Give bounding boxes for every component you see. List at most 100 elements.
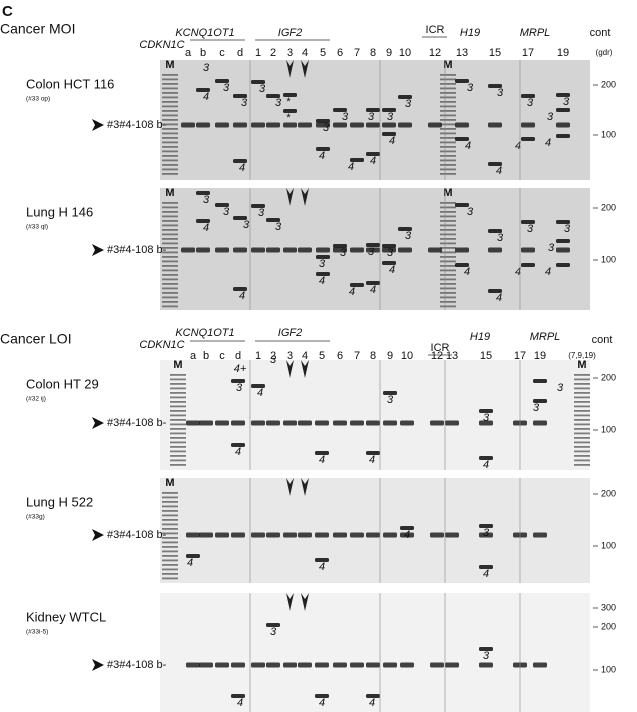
band xyxy=(455,79,469,83)
ladder-band xyxy=(440,168,456,171)
band xyxy=(398,122,412,128)
lane-arrow xyxy=(286,60,294,78)
band xyxy=(233,122,247,128)
lane-label: b xyxy=(203,350,209,362)
band xyxy=(479,662,493,668)
band xyxy=(231,532,245,538)
band xyxy=(445,420,459,426)
ladder-band xyxy=(170,378,186,381)
ladder-band xyxy=(162,105,178,108)
ladder-band xyxy=(440,296,456,299)
sample-code: (#33 op) xyxy=(26,96,50,103)
ladder-band xyxy=(162,577,178,580)
sample-code: (#33 ql) xyxy=(26,224,48,231)
gene-label: CDKN1C xyxy=(139,39,184,51)
band xyxy=(479,532,493,538)
section-title: Cancer LOI xyxy=(0,331,72,347)
band xyxy=(382,244,396,248)
band xyxy=(333,122,347,128)
band xyxy=(488,122,502,128)
ladder-band xyxy=(162,87,178,90)
ladder-band xyxy=(162,119,178,121)
band xyxy=(316,119,330,123)
band xyxy=(233,287,247,291)
band xyxy=(315,451,329,455)
band xyxy=(488,84,502,88)
band xyxy=(215,203,229,207)
ladder-band xyxy=(170,446,186,448)
band xyxy=(455,137,469,141)
gel xyxy=(160,593,590,712)
band-label: 4 xyxy=(389,264,395,276)
ladder-band xyxy=(162,546,178,548)
band xyxy=(488,229,502,233)
ladder-band xyxy=(162,78,178,81)
band xyxy=(350,283,364,287)
ladder-band xyxy=(574,396,590,399)
ladder-band xyxy=(162,206,178,209)
ladder-band xyxy=(162,568,178,571)
lane-label: 19 xyxy=(557,47,569,59)
band xyxy=(400,526,414,530)
band xyxy=(196,191,210,195)
ladder-band xyxy=(440,278,456,281)
band xyxy=(488,247,502,253)
band-label: 4 xyxy=(483,568,489,580)
band-label: 4 xyxy=(319,150,325,162)
ladder-band xyxy=(162,164,178,166)
band-pointer: #3#4-108 b- xyxy=(107,659,167,671)
lane-label: 17 xyxy=(522,47,534,59)
sample-name: Lung H 522 xyxy=(26,494,93,509)
ladder-band xyxy=(440,110,456,112)
ladder-band xyxy=(440,292,456,294)
lane-label: 9 xyxy=(386,47,392,59)
band-label: 3 xyxy=(243,219,250,231)
band xyxy=(298,420,312,426)
ladder-band xyxy=(574,459,590,462)
band xyxy=(383,532,397,538)
ladder-band xyxy=(440,105,456,108)
ladder-band xyxy=(440,119,456,121)
band-pointer: #3#4-108 b- xyxy=(107,119,167,131)
band-label: 4 xyxy=(545,137,551,149)
lane-label: d xyxy=(237,47,243,59)
band xyxy=(251,247,265,253)
gene-label: cont xyxy=(590,27,611,39)
band-label: 3 xyxy=(564,223,571,235)
marker-label: M xyxy=(577,359,586,371)
band xyxy=(186,532,200,538)
size-label: 100 xyxy=(601,540,616,550)
band-label: 4 xyxy=(235,446,241,458)
band xyxy=(186,420,200,426)
lane-label: 7 xyxy=(354,350,360,362)
ladder-band xyxy=(170,419,186,421)
band xyxy=(521,263,535,267)
ladder-band xyxy=(170,414,186,417)
ladder-band xyxy=(162,532,178,535)
band-label: 4 xyxy=(187,557,193,569)
ladder-band xyxy=(162,541,178,544)
band xyxy=(556,122,570,128)
lane-label: 10 xyxy=(401,350,413,362)
ladder-band xyxy=(170,441,186,444)
band xyxy=(445,532,459,538)
band xyxy=(556,220,570,224)
ladder-band xyxy=(162,528,178,530)
band xyxy=(533,420,547,426)
band xyxy=(316,122,330,128)
ladder-band xyxy=(170,392,186,394)
band xyxy=(521,94,535,98)
ladder-band xyxy=(170,455,186,457)
band xyxy=(251,384,265,388)
band-label: 3 xyxy=(387,247,394,259)
ladder-band xyxy=(162,137,178,139)
ladder-band xyxy=(440,173,456,175)
ladder-band xyxy=(162,305,178,308)
lane-arrow xyxy=(301,593,309,611)
marker-label: M xyxy=(173,359,182,371)
band xyxy=(251,420,265,426)
ladder-band xyxy=(162,296,178,299)
ladder-band xyxy=(440,242,456,245)
band-label: 3 xyxy=(527,223,534,235)
ladder-band xyxy=(574,378,590,381)
